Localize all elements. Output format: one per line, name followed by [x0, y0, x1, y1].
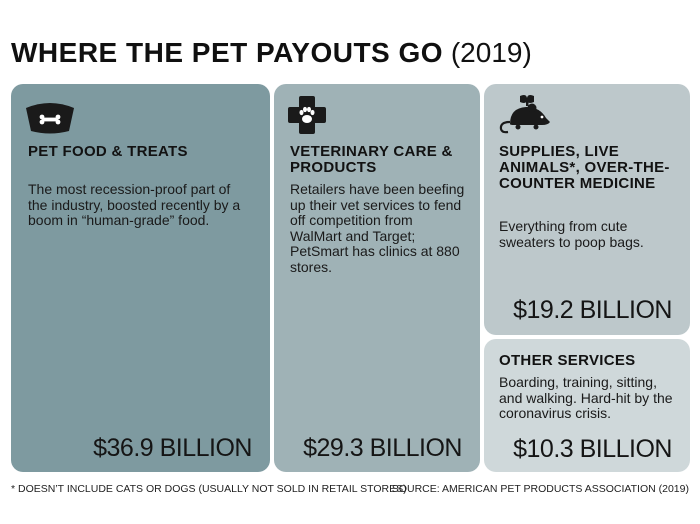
title-main: WHERE THE PET PAYOUTS GO	[11, 37, 444, 68]
tile-other-services: OTHER SERVICES Boarding, training, sitti…	[484, 339, 690, 472]
category-label: OTHER SERVICES	[499, 352, 636, 369]
title-year: (2019)	[450, 37, 532, 68]
category-description: Everything from cute sweaters to poop ba…	[499, 218, 644, 250]
category-amount: $10.3 BILLION	[513, 435, 672, 463]
category-description: Retailers have been beefing up their vet…	[290, 181, 465, 275]
toy-mouse-icon	[499, 95, 550, 134]
category-label: SUPPLIES, LIVE ANIMALS*, OVER-THE-COUNTE…	[499, 143, 670, 192]
pet-bowl-icon	[26, 103, 74, 134]
category-label: VETERINARY CARE & PRODUCTS	[290, 143, 453, 176]
category-amount: $36.9 BILLION	[93, 434, 252, 462]
tile-supplies: SUPPLIES, LIVE ANIMALS*, OVER-THE-COUNTE…	[484, 84, 690, 335]
category-description: Boarding, training, sitting, and walking…	[499, 374, 673, 421]
category-amount: $29.3 BILLION	[303, 434, 462, 462]
vet-cross-paw-icon	[288, 96, 326, 134]
category-label: PET FOOD & TREATS	[28, 143, 188, 160]
category-amount: $19.2 BILLION	[513, 296, 672, 324]
source-note: SOURCE: AMERICAN PET PRODUCTS ASSOCIATIO…	[391, 483, 689, 495]
category-description: The most recession-proof part of the ind…	[28, 181, 241, 228]
footnote: * DOESN’T INCLUDE CATS OR DOGS (USUALLY …	[11, 483, 407, 495]
tile-veterinary: VETERINARY CARE & PRODUCTS Retailers hav…	[274, 84, 480, 472]
chart-title: WHERE THE PET PAYOUTS GO (2019)	[11, 36, 532, 70]
tile-pet-food: PET FOOD & TREATS The most recession-pro…	[11, 84, 270, 472]
